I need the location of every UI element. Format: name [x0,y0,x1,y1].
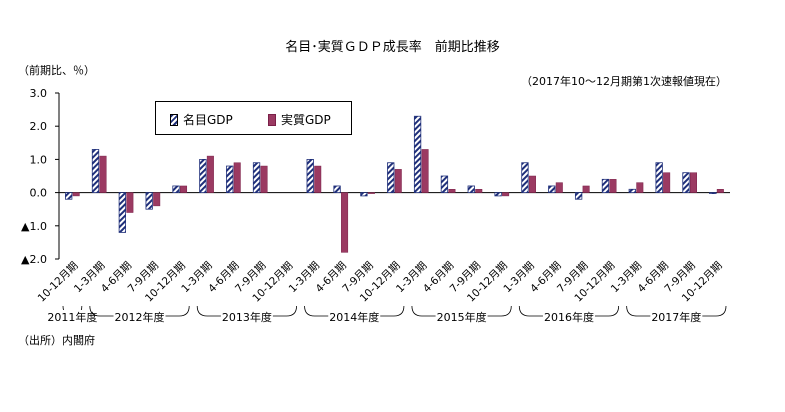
bar-real-gdp [716,189,724,193]
bar-real-gdp [72,192,80,197]
y-tick-label: 2.0 [30,120,48,133]
legend-item-nominal: 名目GDP [170,111,233,128]
fiscal-year-label: 2017年度 [651,310,701,324]
bar-real-gdp [448,189,456,193]
bar-real-gdp [421,149,429,193]
bar-nominal-gdp [574,192,583,200]
bar-nominal-gdp [333,185,341,194]
fiscal-year-label-bg [650,310,703,324]
source-note: （出所）内閣府 [18,334,95,347]
bar-nominal-gdp [601,178,610,194]
bar-nominal-gdp [440,175,449,194]
y-tick-label: 3.0 [30,87,48,100]
bar-nominal-gdp [387,162,395,194]
fiscal-year-label: 2011年度 [47,310,97,324]
bar-nominal-gdp [172,185,180,194]
bar-nominal-gdp [709,192,717,195]
bar-nominal-gdp [252,162,261,194]
fiscal-year-label: 2014年度 [329,310,379,324]
bar-nominal-gdp [226,165,234,193]
legend-label-real: 実質GDP [281,113,331,127]
bar-real-gdp [126,192,134,213]
bar-nominal-gdp [467,185,475,194]
bar-nominal-gdp [682,172,690,193]
chart-title: 名目･実質ＧＤＰ成長率 前期比推移 [285,40,500,55]
bar-real-gdp [206,155,214,193]
y-tick-label: 0.0 [30,187,48,200]
bar-real-gdp [153,192,161,207]
bar-real-gdp [341,192,349,253]
bar-nominal-gdp [521,162,529,194]
bar-real-gdp [233,162,241,193]
fiscal-year-label: 2012年度 [115,310,165,324]
legend: 名目GDP 実質GDP [155,101,352,135]
y-tick-label: ▲2.0 [21,253,47,266]
fiscal-year-label: 2015年度 [437,310,487,324]
bar-real-gdp [502,192,510,197]
y-tick-label: ▲1.0 [21,220,47,233]
bar-nominal-gdp [199,158,207,193]
bar-nominal-gdp [494,192,502,197]
bar-nominal-gdp [628,188,636,193]
legend-swatch-nominal [170,113,178,126]
legend-label-nominal: 名目GDP [183,113,233,127]
legend-item-real: 実質GDP [268,111,331,128]
fiscal-year-label: 2013年度 [222,310,272,324]
fiscal-year-label-bg [542,310,595,324]
legend-swatch-real [268,113,276,126]
bar-nominal-gdp [118,192,126,233]
bar-nominal-gdp [413,115,422,193]
y-axis-unit: （前期比、％） [18,64,95,77]
bar-nominal-gdp [655,162,663,194]
bar-nominal-gdp [145,192,153,210]
bar-nominal-gdp [306,158,314,193]
bar-real-gdp [636,182,644,193]
fiscal-year-label-bg [435,310,488,324]
bar-nominal-gdp [548,185,556,194]
fiscal-year-label: 2016年度 [544,310,594,324]
fiscal-year-label-bg [328,310,381,324]
bar-real-gdp [475,189,483,193]
bar-nominal-gdp [91,149,100,194]
fiscal-year-label-bg [113,310,166,324]
bar-real-gdp [367,192,375,194]
y-tick-label: 1.0 [30,153,48,166]
bar-real-gdp [394,169,402,193]
bar-real-gdp [528,175,536,193]
bar-real-gdp [99,155,107,193]
bar-real-gdp [609,179,617,193]
bar-real-gdp [582,185,590,193]
x-tick-label: 10-12月期 [36,260,81,305]
fiscal-year-label-bg [220,310,273,324]
bar-real-gdp [260,165,268,193]
bar-nominal-gdp [65,192,73,200]
bar-real-gdp [689,172,697,193]
bar-real-gdp [314,165,322,193]
data-note: （2017年10～12月期第1次速報値現在） [521,75,727,88]
fiscal-year-label-bg [46,310,99,324]
bar-real-gdp [555,182,563,193]
bar-real-gdp [180,185,188,193]
bar-nominal-gdp [360,192,368,197]
bar-real-gdp [663,172,671,193]
